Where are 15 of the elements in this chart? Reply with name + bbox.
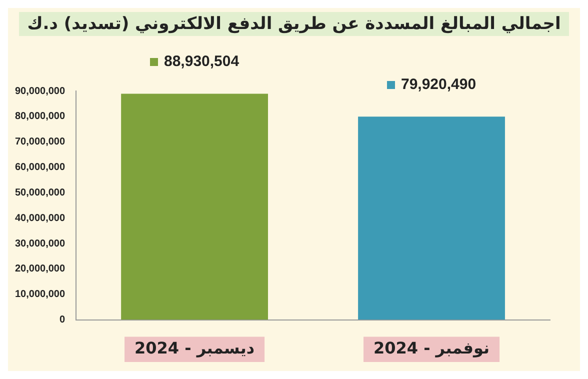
y-tick-label: 30,000,000 bbox=[14, 238, 66, 250]
y-tick-label: 0 bbox=[59, 314, 66, 326]
y-tick-label: 70,000,000 bbox=[14, 136, 66, 148]
x-tick-label: ديسمبر - 2024 bbox=[134, 338, 255, 358]
y-tick-label: 60,000,000 bbox=[14, 162, 66, 174]
x-tick-label: نوفمبر - 2024 bbox=[373, 338, 490, 358]
y-tick-label: 50,000,000 bbox=[14, 187, 66, 198]
y-tick-label: 90,000,000 bbox=[14, 86, 66, 97]
y-tick-label: 80,000,000 bbox=[14, 111, 66, 122]
chart-title: اجمالي المبالغ المسددة عن طريق الدفع الالكتروني (تسديد) د.ك bbox=[19, 12, 569, 36]
data-label: 79,920,490 bbox=[400, 76, 476, 93]
y-tick-label: 20,000,000 bbox=[14, 264, 66, 275]
y-tick-label: 40,000,000 bbox=[14, 212, 66, 224]
y-tick-label: 10,000,000 bbox=[14, 289, 66, 300]
data-label: 88,930,504 bbox=[164, 52, 240, 70]
